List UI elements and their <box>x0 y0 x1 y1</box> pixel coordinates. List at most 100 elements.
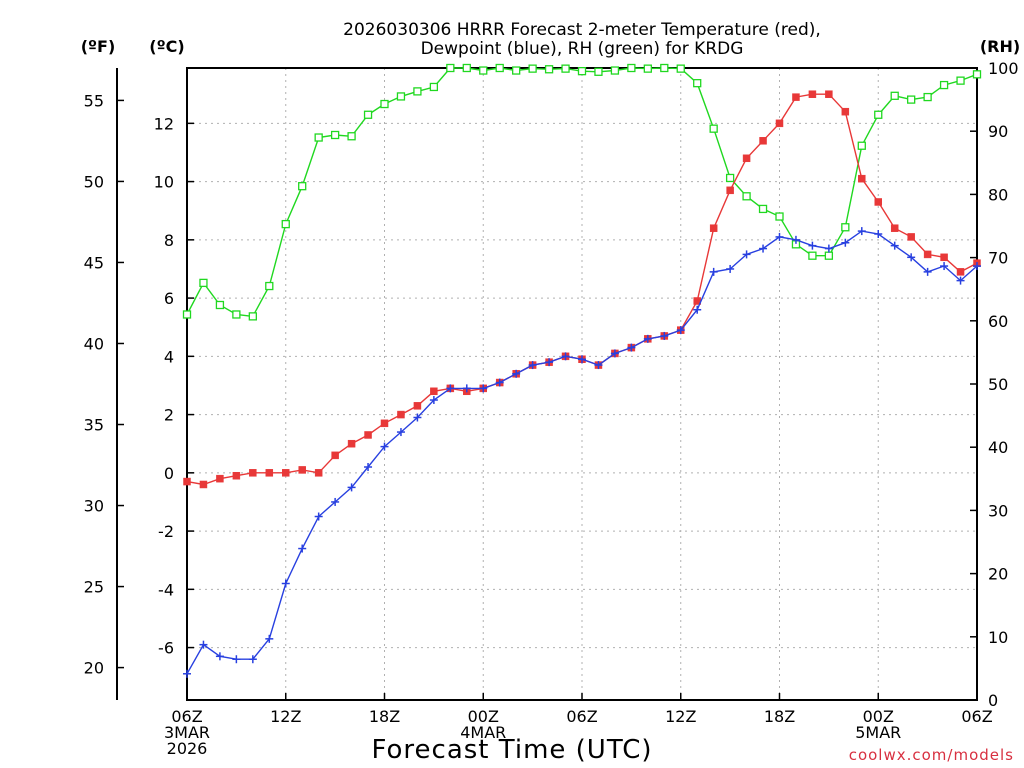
rh-point <box>660 63 669 73</box>
temperature-point <box>759 137 767 145</box>
rh-tick-label: 100 <box>988 59 1019 78</box>
temperature-point <box>298 466 306 474</box>
rh-point <box>248 312 257 321</box>
rh-point <box>824 251 834 260</box>
temperature-point <box>183 477 191 486</box>
rh-point <box>857 141 866 150</box>
time-tick-label: 2026 <box>167 739 208 758</box>
rh-point <box>281 219 290 229</box>
rh-point <box>298 182 307 191</box>
temperature-point <box>825 90 833 98</box>
dewpoint-point <box>413 413 422 422</box>
dewpoint-point <box>364 463 373 472</box>
time-tick-label: 18Z <box>764 707 795 726</box>
dewpoint-point <box>973 262 981 271</box>
rh-point <box>594 67 603 76</box>
rh-point <box>956 76 965 85</box>
rh-point <box>610 66 620 75</box>
dewpoint-point <box>791 235 800 244</box>
temperature-point <box>249 469 257 477</box>
fahrenheit-axis: 20 25 30 35 40 45 50 55 <box>84 91 124 678</box>
dewpoint-point <box>578 355 586 364</box>
rh-tick-label: 90 <box>988 122 1008 141</box>
rh-axis: 0 10 20 30 40 50 60 70 80 90 100 <box>970 59 1019 710</box>
rh-point <box>907 95 916 104</box>
temperature-point <box>216 474 224 483</box>
chart-title: 2026030306 HRRR Forecast 2-meter Tempera… <box>343 20 821 59</box>
celsius-tick-label: 4 <box>164 347 174 366</box>
temperature-point <box>775 119 784 128</box>
dewpoint-point <box>676 326 685 335</box>
celsius-tick-label: 12 <box>154 114 174 133</box>
rh-tick-label: 80 <box>988 185 1008 204</box>
fahrenheit-tick-label: 40 <box>84 334 104 353</box>
dewpoint-point <box>495 378 504 387</box>
rh-point <box>841 223 850 232</box>
dewpoint-point <box>874 230 883 239</box>
chart-title-line-1: 2026030306 HRRR Forecast 2-meter Tempera… <box>343 20 821 40</box>
time-tick-label: 00Z <box>863 707 894 726</box>
rh-unit-label: (RH) <box>980 37 1020 56</box>
dewpoint-point <box>248 655 257 664</box>
dewpoint-point <box>446 384 455 393</box>
dewpoint-point <box>610 349 619 358</box>
rh-point <box>874 110 883 119</box>
temperature-point <box>364 431 372 439</box>
time-tick-label: 12Z <box>665 707 696 726</box>
dewpoint-point <box>660 331 669 340</box>
time-tick-label: 06Z <box>566 707 597 726</box>
dewpoint-point <box>281 579 290 588</box>
dewpoint-point <box>742 250 751 259</box>
celsius-axis: -6 -4 -2 0 2 4 6 8 10 12 <box>154 114 194 658</box>
temperature-point <box>841 107 850 116</box>
chart-title-line-2: Dewpoint (blue), RH (green) for KRDG <box>421 39 744 59</box>
dewpoint-point <box>940 262 949 271</box>
rh-point <box>709 124 718 133</box>
rh-point <box>182 310 192 319</box>
celsius-tick-label: -2 <box>158 522 174 541</box>
rh-point <box>429 82 439 92</box>
rh-point <box>693 79 702 88</box>
rh-point <box>330 130 340 140</box>
dewpoint-point <box>347 483 356 492</box>
rh-point <box>528 64 537 73</box>
dewpoint-point <box>545 358 554 367</box>
temperature-point <box>956 268 965 276</box>
dewpoint-point <box>512 369 521 378</box>
temperature-point <box>282 469 290 477</box>
temperature-point <box>709 224 718 232</box>
dewpoint-point <box>396 428 405 437</box>
rh-point <box>199 278 208 288</box>
rh-tick-label: 20 <box>988 565 1008 584</box>
temperature-point <box>331 451 339 460</box>
celsius-tick-label: 8 <box>164 231 174 250</box>
temperature-point <box>907 233 915 241</box>
temperature-point <box>314 469 323 477</box>
rh-point <box>890 91 899 100</box>
dewpoint-point <box>709 267 718 276</box>
rh-tick-label: 10 <box>988 628 1008 647</box>
credit-label: coolwx.com/models <box>849 746 1014 764</box>
rh-point <box>446 63 455 73</box>
rh-tick-label: 0 <box>988 691 998 710</box>
temperature-point <box>430 387 438 396</box>
rh-point <box>215 300 225 310</box>
rh-tick-label: 70 <box>988 249 1008 268</box>
temperature-point <box>742 154 751 163</box>
rh-point <box>775 212 784 221</box>
rh-tick-label: 60 <box>988 312 1008 331</box>
dewpoint-point <box>759 244 768 253</box>
dewpoint-point <box>298 544 307 553</box>
dewpoint-point <box>528 361 537 370</box>
dewpoint-point <box>314 512 323 521</box>
dewpoint-point <box>808 241 817 250</box>
fahrenheit-tick-label: 55 <box>84 91 104 110</box>
dewpoint-point <box>923 267 932 276</box>
rh-point <box>347 132 356 141</box>
dewpoint-point <box>857 227 866 236</box>
celsius-tick-label: -6 <box>158 639 174 658</box>
dewpoint-point <box>693 305 702 314</box>
rh-point <box>676 64 685 73</box>
fahrenheit-tick-label: 30 <box>84 497 104 516</box>
